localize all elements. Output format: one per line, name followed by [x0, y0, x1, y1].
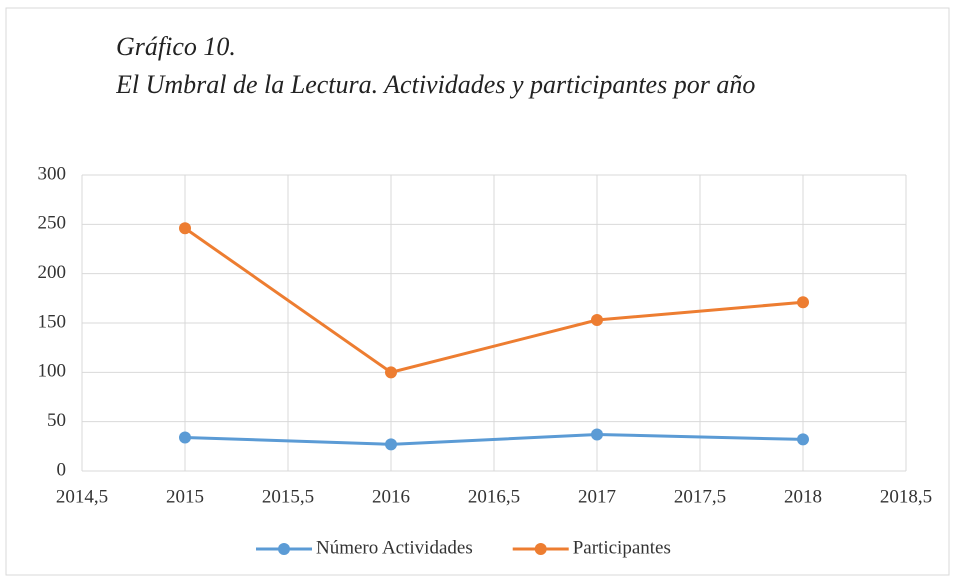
data-point — [797, 433, 809, 446]
chart-border — [5, 7, 950, 576]
y-tick-label: 250 — [38, 213, 67, 234]
y-tick-label: 50 — [47, 410, 66, 431]
y-tick-label: 200 — [38, 262, 67, 283]
y-tick-label: 100 — [38, 361, 67, 382]
legend-label: Número Actividades — [316, 537, 473, 558]
legend-label: Participantes — [573, 537, 671, 558]
title-area: Gráfico 10. El Umbral de la Lectura. Act… — [116, 28, 886, 104]
chart-title: Gráfico 10. — [116, 32, 236, 61]
data-point — [179, 222, 191, 235]
y-tick-label: 0 — [57, 459, 67, 480]
data-point — [385, 366, 397, 379]
x-tick-label: 2018 — [784, 486, 822, 507]
data-point — [591, 428, 603, 441]
x-tick-label: 2016 — [372, 486, 410, 507]
series-line — [184, 432, 804, 446]
series-line — [184, 227, 804, 374]
data-point — [385, 438, 397, 451]
y-tick-label: 150 — [38, 311, 67, 332]
legend-marker — [278, 543, 290, 555]
x-tick-label: 2015,5 — [262, 486, 314, 507]
x-tick-label: 2017 — [578, 486, 616, 507]
title-box: Gráfico 10. El Umbral de la Lectura. Act… — [116, 28, 886, 104]
legend-marker — [534, 543, 547, 555]
x-tick-label: 2014,5 — [56, 486, 108, 507]
x-tick-label: 2016,5 — [468, 486, 520, 507]
x-tick-label: 2015 — [166, 486, 204, 507]
y-tick-label: 300 — [38, 163, 67, 184]
data-point — [591, 314, 603, 327]
x-tick-label: 2018,5 — [880, 486, 932, 507]
data-point — [179, 431, 191, 444]
chart-subtitle: El Umbral de la Lectura. Actividades y p… — [116, 70, 756, 99]
data-point — [797, 296, 809, 309]
x-tick-label: 2017,5 — [674, 486, 726, 507]
